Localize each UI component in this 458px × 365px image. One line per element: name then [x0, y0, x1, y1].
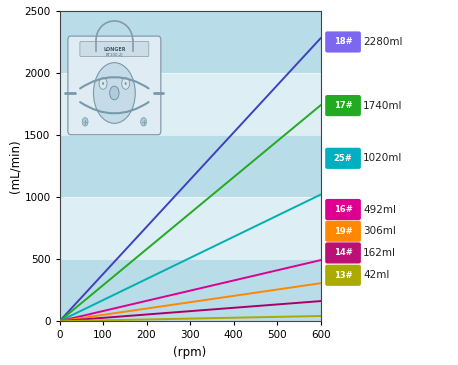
- Text: 306ml: 306ml: [363, 226, 396, 236]
- Bar: [60, 73, 321, 135]
- Text: 14#: 14#: [334, 249, 352, 257]
- Bar: [60, 259, 321, 321]
- Bar: [60, 11, 321, 73]
- Text: 2280ml: 2280ml: [363, 37, 403, 47]
- Text: 162ml: 162ml: [363, 248, 396, 258]
- Bar: [60, 135, 321, 197]
- Text: 42ml: 42ml: [363, 270, 390, 280]
- Bar: [60, 197, 321, 259]
- Text: 1020ml: 1020ml: [363, 153, 403, 163]
- X-axis label: (rpm): (rpm): [174, 346, 207, 359]
- Text: 19#: 19#: [334, 227, 352, 236]
- Text: 16#: 16#: [334, 205, 352, 214]
- Text: 17#: 17#: [334, 101, 352, 110]
- Text: 1740ml: 1740ml: [363, 101, 403, 111]
- Text: 13#: 13#: [334, 271, 352, 280]
- Text: 25#: 25#: [334, 154, 352, 163]
- Text: 18#: 18#: [334, 38, 352, 46]
- Text: 492ml: 492ml: [363, 204, 396, 215]
- Y-axis label: (mL/min): (mL/min): [9, 139, 22, 193]
